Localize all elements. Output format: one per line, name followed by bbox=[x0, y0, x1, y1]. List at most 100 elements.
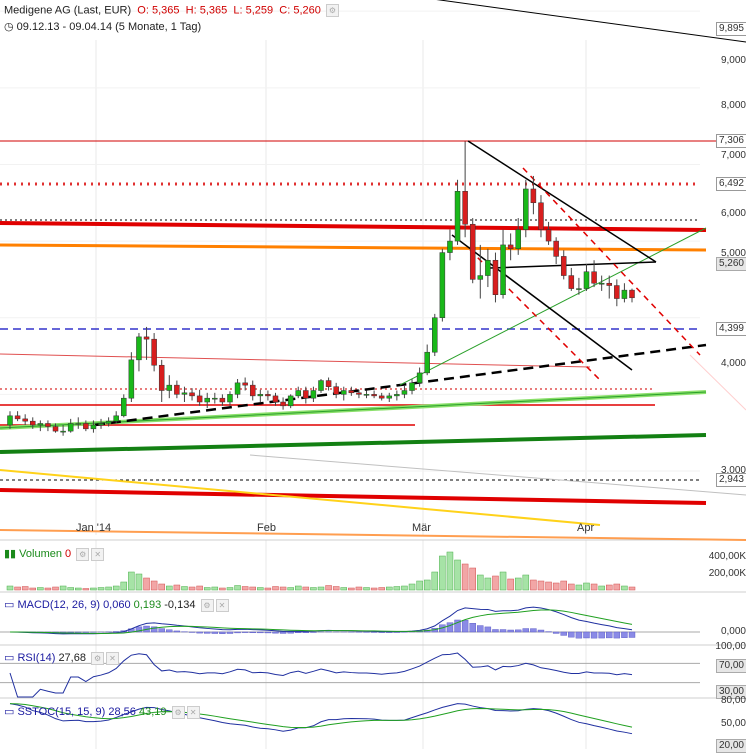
macd-histogram-bar bbox=[530, 629, 536, 632]
level-label: 7,306 bbox=[716, 134, 746, 148]
volume-bar bbox=[181, 587, 187, 591]
macd-histogram-bar bbox=[485, 627, 491, 632]
candle-up bbox=[76, 423, 81, 424]
macd-histogram-bar bbox=[523, 629, 529, 632]
macd-icon: ▭ bbox=[4, 599, 14, 611]
candle-down bbox=[334, 387, 339, 395]
candle-down bbox=[273, 396, 278, 402]
macd-pane bbox=[0, 607, 700, 638]
macd-histogram-bar bbox=[568, 632, 574, 637]
candle-down bbox=[15, 416, 20, 419]
sstoc-name: SSTOC(15, 15, 9) bbox=[17, 706, 105, 718]
level-label: 9,895 bbox=[716, 22, 746, 36]
close-icon[interactable]: ✕ bbox=[106, 652, 119, 665]
candle-up bbox=[129, 360, 134, 398]
candle-up bbox=[38, 423, 43, 425]
candle-down bbox=[592, 272, 597, 283]
macd-name: MACD(12, 26, 9) bbox=[17, 599, 100, 611]
volume-bar bbox=[432, 572, 438, 590]
macd-histogram-bar bbox=[265, 632, 271, 633]
volume-bar bbox=[599, 586, 605, 590]
candle-down bbox=[531, 189, 536, 203]
candle-down bbox=[220, 398, 225, 402]
candle-down bbox=[546, 230, 551, 241]
macd-histogram-bar bbox=[477, 626, 483, 632]
triangle-base-line bbox=[490, 262, 656, 268]
red-dashed-upper-line bbox=[523, 168, 700, 355]
candle-up bbox=[599, 283, 604, 284]
candle-down bbox=[30, 421, 35, 425]
volume-bar bbox=[568, 584, 574, 590]
candle-down bbox=[561, 256, 566, 275]
settings-icon[interactable]: ⚙ bbox=[172, 706, 185, 719]
macd-histogram-bar bbox=[606, 632, 612, 638]
volume-bar bbox=[235, 586, 241, 591]
candle-down bbox=[326, 381, 331, 387]
candle-up bbox=[410, 383, 415, 391]
ohlc-open: 5,365 bbox=[152, 4, 180, 16]
volume-bar bbox=[417, 581, 423, 590]
settings-icon[interactable]: ⚙ bbox=[76, 548, 89, 561]
volume-bar bbox=[75, 588, 81, 590]
macd-histogram-bar bbox=[166, 630, 172, 632]
candle-up bbox=[99, 423, 104, 425]
candle-up bbox=[447, 241, 452, 252]
candle-down bbox=[569, 276, 574, 289]
close-icon[interactable]: ✕ bbox=[91, 548, 104, 561]
candle-up bbox=[432, 318, 437, 352]
level-label: 4,399 bbox=[716, 322, 746, 336]
candle-up bbox=[296, 391, 301, 396]
candle-down bbox=[538, 203, 543, 230]
volume-bar bbox=[280, 587, 286, 590]
candle-up bbox=[205, 398, 210, 402]
candle-down bbox=[174, 385, 179, 394]
close-icon[interactable]: ✕ bbox=[216, 599, 229, 612]
candle-down bbox=[265, 394, 270, 396]
volume-bar bbox=[22, 587, 28, 591]
volume-bar bbox=[310, 588, 316, 591]
volume-bar bbox=[204, 588, 210, 591]
sstoc-tick: 80,00 bbox=[721, 695, 746, 706]
volume-bar bbox=[424, 580, 430, 590]
macd-histogram-bar bbox=[470, 623, 476, 632]
macd-histogram-bar bbox=[204, 632, 210, 633]
volume-bar bbox=[470, 568, 476, 590]
volume-bar bbox=[68, 588, 74, 591]
volume-tick: 200,00K bbox=[709, 568, 746, 579]
candle-up bbox=[478, 276, 483, 280]
candle-up bbox=[394, 394, 399, 396]
volume-bar bbox=[538, 581, 544, 590]
volume-bar bbox=[30, 588, 36, 590]
level-label: 2,943 bbox=[716, 473, 746, 487]
macd-histogram-bar bbox=[583, 632, 589, 638]
rsi-name: RSI(14) bbox=[17, 652, 55, 664]
rsi-level: 70,00 bbox=[716, 659, 746, 673]
volume-bar bbox=[136, 574, 142, 590]
volume-bar bbox=[265, 588, 271, 590]
volume-bar bbox=[60, 586, 66, 590]
rsi-icon: ▭ bbox=[4, 652, 14, 664]
macd-histogram-bar bbox=[447, 623, 453, 632]
volume-bar bbox=[83, 589, 89, 591]
settings-icon[interactable]: ⚙ bbox=[201, 599, 214, 612]
settings-icon[interactable]: ⚙ bbox=[326, 4, 339, 17]
price-tick: 9,000 bbox=[721, 55, 746, 66]
candle-up bbox=[121, 398, 126, 416]
macd-histogram-bar bbox=[159, 629, 165, 632]
volume-bar bbox=[121, 582, 127, 590]
grid-lines bbox=[0, 11, 746, 749]
volume-bar bbox=[356, 587, 362, 590]
macd-histogram-bar bbox=[538, 630, 544, 632]
settings-icon[interactable]: ⚙ bbox=[91, 652, 104, 665]
price-tick: 8,000 bbox=[721, 100, 746, 111]
candle-down bbox=[630, 290, 635, 298]
macd-value-2: 0,193 bbox=[134, 599, 162, 611]
volume-bar bbox=[530, 580, 536, 590]
volume-bar bbox=[485, 578, 491, 590]
close-icon[interactable]: ✕ bbox=[187, 706, 200, 719]
volume-bar bbox=[90, 588, 96, 590]
x-tick-label: Jan '14 bbox=[76, 522, 111, 534]
date-range: 09.12.13 - 09.04.14 (5 Monate, 1 Tag) bbox=[17, 21, 201, 33]
volume-bar bbox=[15, 587, 21, 590]
volume-bar bbox=[591, 584, 597, 590]
